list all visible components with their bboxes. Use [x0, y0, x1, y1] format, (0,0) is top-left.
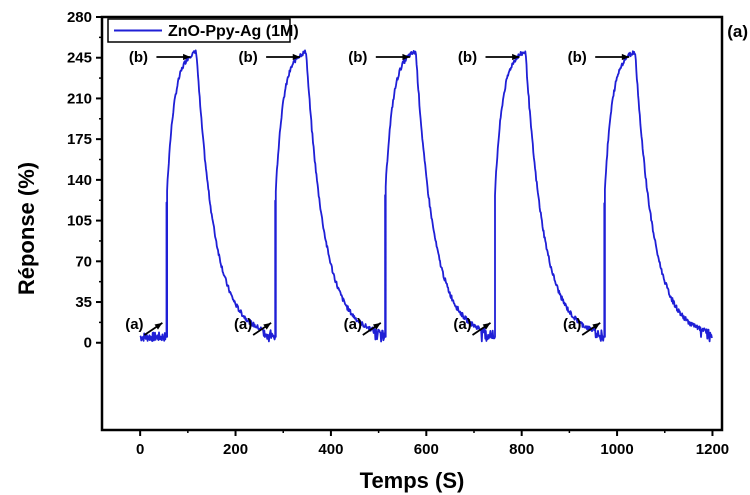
- on-marker-label: (a): [125, 316, 143, 333]
- peak-marker-label: (b): [129, 49, 148, 66]
- y-tick-labels: 0 35 70 105 140 175 210 245 280: [67, 9, 92, 352]
- peak-marker-arrow-head: [402, 53, 410, 61]
- x-tick-labels: 0 200 400 600 800 1000 1200: [136, 441, 729, 458]
- plot-area-frame: [100, 15, 724, 432]
- legend-entry: ZnO-Ppy-Ag (1M): [168, 23, 299, 40]
- y-tick-label: 0: [84, 335, 92, 352]
- y-axis-title: Réponse (%): [14, 162, 39, 295]
- on-marker-arrow-head: [154, 322, 163, 330]
- peak-marker-label: (b): [458, 49, 477, 66]
- peak-marker-arrow-head: [183, 53, 191, 61]
- y-tick-label: 245: [67, 50, 92, 67]
- annotations-layer: (a) (a) (a) (a) (a) (b) (b) (b) (b) (b): [125, 49, 630, 336]
- y-tick-label: 175: [67, 131, 92, 148]
- x-tick-label: 200: [223, 441, 248, 458]
- on-marker-label: (a): [563, 316, 581, 333]
- y-tick-label: 35: [75, 294, 92, 311]
- peak-marker-label: (b): [348, 49, 367, 66]
- y-tick-label: 70: [75, 253, 92, 270]
- on-marker-label: (a): [234, 316, 252, 333]
- x-tick-label: 0: [136, 441, 144, 458]
- on-marker-arrow-head: [263, 322, 272, 330]
- y-tick-label: 280: [67, 9, 92, 26]
- peak-marker-label: (b): [568, 49, 587, 66]
- legend: ZnO-Ppy-Ag (1M): [107, 18, 299, 43]
- y-tick-label: 140: [67, 172, 92, 189]
- x-tick-label: 1200: [696, 441, 729, 458]
- x-tick-label: 600: [414, 441, 439, 458]
- x-axis-title: Temps (S): [360, 468, 465, 493]
- peak-marker-label: (b): [239, 49, 258, 66]
- peak-marker-arrow-head: [621, 53, 630, 61]
- peak-marker-arrow-head: [512, 53, 520, 61]
- axis-ticks: [96, 16, 714, 436]
- on-marker-arrow-head: [482, 322, 491, 330]
- x-tick-label: 1000: [600, 441, 633, 458]
- legend-box: [107, 18, 291, 43]
- series-layer: [139, 49, 713, 343]
- on-marker-arrow-head: [372, 322, 381, 330]
- y-tick-label: 105: [67, 213, 92, 230]
- peak-marker-arrow-head: [292, 53, 301, 61]
- y-tick-label: 210: [67, 90, 92, 107]
- panel-label: (a): [727, 22, 748, 41]
- on-marker-label: (a): [453, 316, 471, 333]
- on-marker-arrow-head: [592, 322, 601, 330]
- x-tick-label: 400: [318, 441, 343, 458]
- x-tick-label: 800: [509, 441, 534, 458]
- series-line-zno-ppy-ag: [139, 49, 713, 343]
- on-marker-label: (a): [344, 316, 362, 333]
